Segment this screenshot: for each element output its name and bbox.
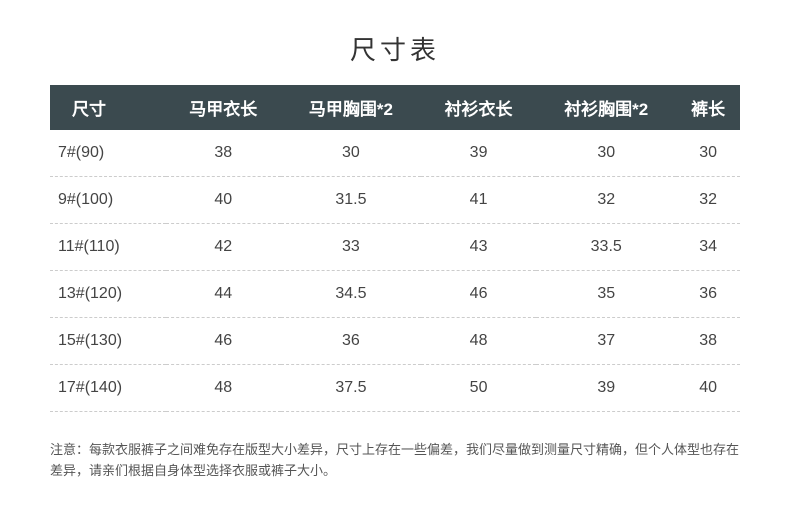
cell: 30 bbox=[676, 130, 740, 177]
cell: 38 bbox=[166, 130, 281, 177]
cell: 32 bbox=[676, 177, 740, 224]
cell: 39 bbox=[536, 365, 676, 412]
cell: 13#(120) bbox=[50, 271, 166, 318]
cell: 33 bbox=[281, 224, 421, 271]
cell: 40 bbox=[166, 177, 281, 224]
cell: 34 bbox=[676, 224, 740, 271]
col-header: 尺寸 bbox=[50, 85, 166, 130]
header-row: 尺寸 马甲衣长 马甲胸围*2 衬衫衣长 衬衫胸围*2 裤长 bbox=[50, 85, 740, 130]
cell: 42 bbox=[166, 224, 281, 271]
col-header: 裤长 bbox=[676, 85, 740, 130]
cell: 41 bbox=[421, 177, 536, 224]
cell: 48 bbox=[166, 365, 281, 412]
cell: 44 bbox=[166, 271, 281, 318]
table-row: 17#(140) 48 37.5 50 39 40 bbox=[50, 365, 740, 412]
cell: 35 bbox=[536, 271, 676, 318]
cell: 30 bbox=[536, 130, 676, 177]
cell: 40 bbox=[676, 365, 740, 412]
size-table: 尺寸 马甲衣长 马甲胸围*2 衬衫衣长 衬衫胸围*2 裤长 7#(90) 38 … bbox=[50, 85, 740, 412]
cell: 34.5 bbox=[281, 271, 421, 318]
cell: 39 bbox=[421, 130, 536, 177]
cell: 36 bbox=[676, 271, 740, 318]
cell: 48 bbox=[421, 318, 536, 365]
cell: 36 bbox=[281, 318, 421, 365]
cell: 17#(140) bbox=[50, 365, 166, 412]
cell: 46 bbox=[421, 271, 536, 318]
cell: 11#(110) bbox=[50, 224, 166, 271]
cell: 37.5 bbox=[281, 365, 421, 412]
cell: 31.5 bbox=[281, 177, 421, 224]
col-header: 马甲胸围*2 bbox=[281, 85, 421, 130]
table-row: 11#(110) 42 33 43 33.5 34 bbox=[50, 224, 740, 271]
footnote: 注意：每款衣服裤子之间难免存在版型大小差异，尺寸上存在一些偏差，我们尽量做到测量… bbox=[50, 440, 740, 482]
cell: 43 bbox=[421, 224, 536, 271]
cell: 50 bbox=[421, 365, 536, 412]
col-header: 马甲衣长 bbox=[166, 85, 281, 130]
cell: 37 bbox=[536, 318, 676, 365]
cell: 46 bbox=[166, 318, 281, 365]
table-row: 7#(90) 38 30 39 30 30 bbox=[50, 130, 740, 177]
cell: 33.5 bbox=[536, 224, 676, 271]
cell: 7#(90) bbox=[50, 130, 166, 177]
cell: 15#(130) bbox=[50, 318, 166, 365]
cell: 32 bbox=[536, 177, 676, 224]
table-title: 尺寸表 bbox=[50, 30, 740, 67]
cell: 38 bbox=[676, 318, 740, 365]
cell: 9#(100) bbox=[50, 177, 166, 224]
table-row: 9#(100) 40 31.5 41 32 32 bbox=[50, 177, 740, 224]
col-header: 衬衫胸围*2 bbox=[536, 85, 676, 130]
table-row: 13#(120) 44 34.5 46 35 36 bbox=[50, 271, 740, 318]
table-body: 7#(90) 38 30 39 30 30 9#(100) 40 31.5 41… bbox=[50, 130, 740, 412]
table-row: 15#(130) 46 36 48 37 38 bbox=[50, 318, 740, 365]
cell: 30 bbox=[281, 130, 421, 177]
col-header: 衬衫衣长 bbox=[421, 85, 536, 130]
